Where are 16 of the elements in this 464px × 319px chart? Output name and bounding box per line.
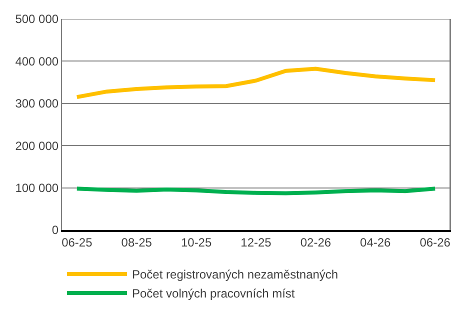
y-tick-label: 0 [52, 223, 59, 238]
x-tick-label: 12-25 [240, 235, 272, 250]
y-tick-label: 100 000 [15, 181, 59, 195]
x-tick-label: 08-25 [121, 235, 152, 250]
legend-label: Počet volných pracovních míst [132, 286, 296, 301]
legend-label: Počet registrovaných nezaměstnaných [132, 268, 338, 282]
x-tick-label: 04-26 [360, 235, 392, 250]
x-tick-label: 10-25 [180, 235, 212, 250]
x-tick-label: 06-25 [62, 235, 93, 250]
y-tick-label: 500 000 [15, 12, 59, 26]
x-tick-label: 06-26 [420, 235, 451, 250]
y-tick-label: 400 000 [15, 54, 59, 68]
y-tick-label: 300 000 [15, 96, 59, 111]
x-tick-label: 02-26 [300, 235, 332, 250]
line-series [74, 66, 438, 100]
y-tick-label: 200 000 [15, 138, 59, 153]
